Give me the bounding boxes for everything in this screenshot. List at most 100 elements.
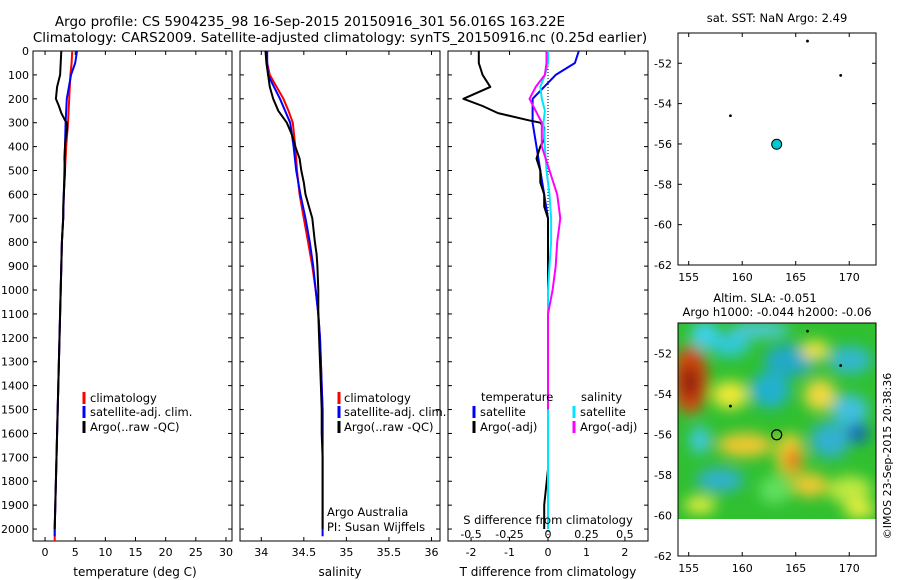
y-tick-label: 300	[8, 117, 29, 130]
island-dot	[839, 73, 843, 77]
y-tick-label: 200	[8, 93, 29, 106]
series-line-climatology	[53, 50, 74, 541]
legend-sal-climatology: climatology	[344, 391, 411, 405]
series-line-salinity-satellite	[539, 51, 553, 529]
difference-xlabel: T difference from climatology	[459, 565, 637, 579]
map-y-tick-label: -58	[654, 178, 672, 191]
sst-map-title: sat. SST: NaN Argo: 2.49	[707, 11, 848, 25]
argo-float-marker	[771, 429, 783, 441]
top-tick-label: 0.5	[616, 528, 634, 541]
island-dot	[806, 329, 809, 333]
series-line-satellite-adj-clim-	[53, 50, 78, 537]
map-y-tick-label: -60	[654, 509, 672, 522]
island-dot	[806, 39, 809, 43]
argo-float-marker	[771, 138, 783, 150]
x-tick-label: -2	[466, 546, 477, 559]
legend-s-satellite: satellite	[580, 405, 626, 419]
header-title-line2: Climatology: CARS2009. Satellite-adjuste…	[33, 30, 647, 46]
imos-credit: ©IMOS 23-Sep-2015 20:38:36	[881, 373, 894, 539]
x-tick-label: 10	[98, 546, 112, 559]
map-y-tick-label: -56	[654, 138, 672, 151]
y-tick-label: 1800	[1, 475, 29, 488]
difference-top-label: S difference from climatology	[463, 513, 633, 527]
map-y-tick-label: -62	[654, 259, 672, 272]
series-line-argo-raw-qc-	[53, 50, 69, 530]
x-tick-label: -1	[504, 546, 515, 559]
legend-salinity-title: salinity	[581, 390, 622, 404]
x-tick-label: 35.5	[377, 546, 402, 559]
y-tick-label: 1700	[1, 451, 29, 464]
y-tick-label: 1400	[1, 380, 29, 393]
sla-map-title: Altim. SLA: -0.051	[713, 291, 817, 305]
y-tick-label: 500	[8, 165, 29, 178]
sla-map-frame	[677, 322, 877, 557]
x-tick-label: 0	[545, 546, 552, 559]
island-dot	[729, 114, 732, 118]
legend-sal-satellite: satellite-adj. clim.	[344, 405, 446, 419]
map-x-tick-label: 170	[839, 271, 860, 284]
map-y-tick-label: -62	[654, 550, 672, 563]
series-line-salinity-argo-adj-	[528, 51, 562, 410]
header-title-line1: Argo profile: CS 5904235_98 16-Sep-2015 …	[55, 14, 565, 30]
map-x-tick-label: 155	[678, 271, 699, 284]
legend-temp-satellite: satellite-adj. clim.	[90, 405, 192, 419]
map-y-tick-label: -58	[654, 469, 672, 482]
credit-pi: PI: Susan Wijffels	[327, 520, 425, 534]
series-line-argo-raw-qc-	[264, 50, 324, 529]
map-x-tick-label: 170	[839, 562, 860, 575]
x-tick-label: 34	[254, 546, 268, 559]
x-tick-label: 25	[189, 546, 203, 559]
y-tick-label: 800	[8, 236, 29, 249]
map-y-tick-label: -54	[654, 98, 672, 111]
y-tick-label: 1600	[1, 427, 29, 440]
top-tick-label: 0.25	[574, 528, 599, 541]
y-tick-label: 1200	[1, 332, 29, 345]
map-x-tick-label: 155	[678, 562, 699, 575]
y-tick-label: 100	[8, 69, 29, 82]
y-tick-label: 2000	[1, 523, 29, 536]
x-tick-label: 20	[159, 546, 173, 559]
x-tick-label: 36	[424, 546, 438, 559]
y-tick-label: 1500	[1, 404, 29, 417]
map-x-tick-label: 160	[732, 562, 753, 575]
map-y-tick-label: -60	[654, 219, 672, 232]
series-line-temperature-argo-adj-	[462, 51, 549, 529]
legend-t-satellite: satellite	[480, 405, 526, 419]
x-tick-label: 30	[219, 546, 233, 559]
map-x-tick-label: 165	[785, 271, 806, 284]
top-tick-label: -0.5	[460, 528, 481, 541]
map-y-tick-label: -52	[654, 347, 672, 360]
y-tick-label: 1000	[1, 284, 29, 297]
legend-sal-argo: Argo(..raw -QC)	[344, 420, 434, 434]
island-dot	[839, 364, 843, 367]
map-x-tick-label: 165	[785, 562, 806, 575]
y-tick-label: 700	[8, 212, 29, 225]
y-tick-label: 1100	[1, 308, 29, 321]
x-tick-label: 15	[129, 546, 143, 559]
legend-temperature-title: temperature	[481, 390, 553, 404]
credit-argo-australia: Argo Australia	[327, 505, 408, 519]
y-tick-label: 900	[8, 260, 29, 273]
y-tick-label: 1300	[1, 356, 29, 369]
legend-t-argo: Argo(-adj)	[480, 420, 537, 434]
y-tick-label: 400	[8, 141, 29, 154]
island-dot	[729, 404, 732, 408]
sst-map-frame	[677, 32, 877, 266]
sla-heatmap	[678, 323, 876, 519]
legend-temp-argo: Argo(..raw -QC)	[90, 420, 180, 434]
x-tick-label: 0	[42, 546, 49, 559]
x-tick-label: 34.5	[292, 546, 317, 559]
map-x-tick-label: 160	[732, 271, 753, 284]
series-line-climatology	[265, 50, 324, 446]
top-tick-label: -0.25	[495, 528, 523, 541]
temperature-xlabel: temperature (deg C)	[73, 565, 196, 579]
map-y-tick-label: -52	[654, 57, 672, 70]
x-tick-label: 1	[583, 546, 590, 559]
y-tick-label: 0	[22, 45, 29, 58]
sla-map-subtitle: Argo h1000: -0.044 h2000: -0.06	[682, 305, 871, 319]
series-line-satellite-adj-clim-	[266, 51, 324, 537]
map-y-tick-label: -56	[654, 428, 672, 441]
y-tick-label: 600	[8, 188, 29, 201]
y-tick-label: 1900	[1, 499, 29, 512]
